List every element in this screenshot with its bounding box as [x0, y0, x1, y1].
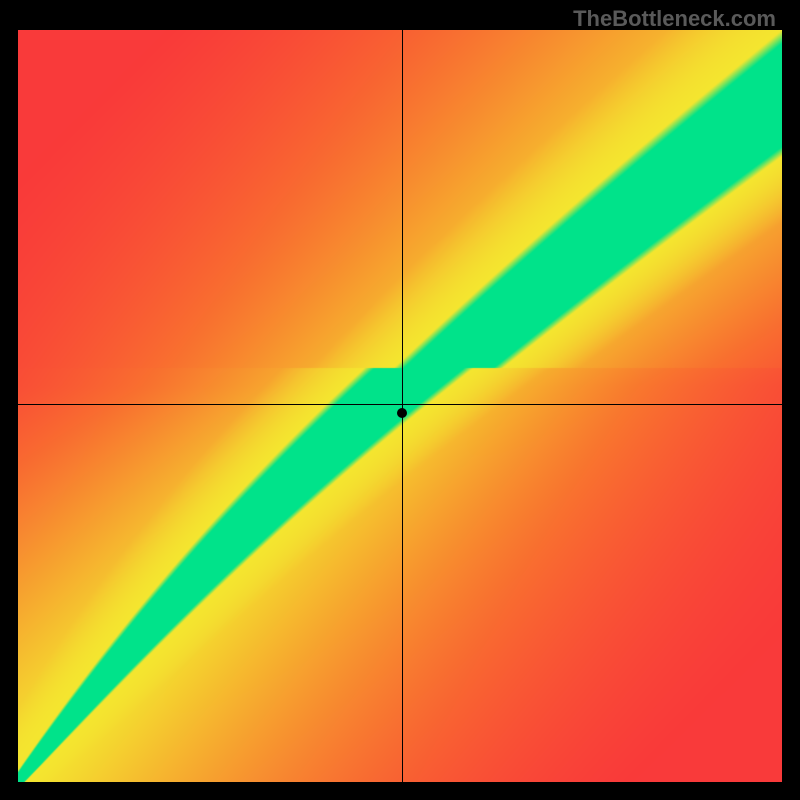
crosshair-marker-dot	[397, 408, 407, 418]
bottleneck-heatmap	[18, 30, 782, 782]
watermark-text: TheBottleneck.com	[573, 6, 776, 32]
crosshair-vertical	[402, 30, 403, 782]
crosshair-horizontal	[18, 404, 782, 405]
